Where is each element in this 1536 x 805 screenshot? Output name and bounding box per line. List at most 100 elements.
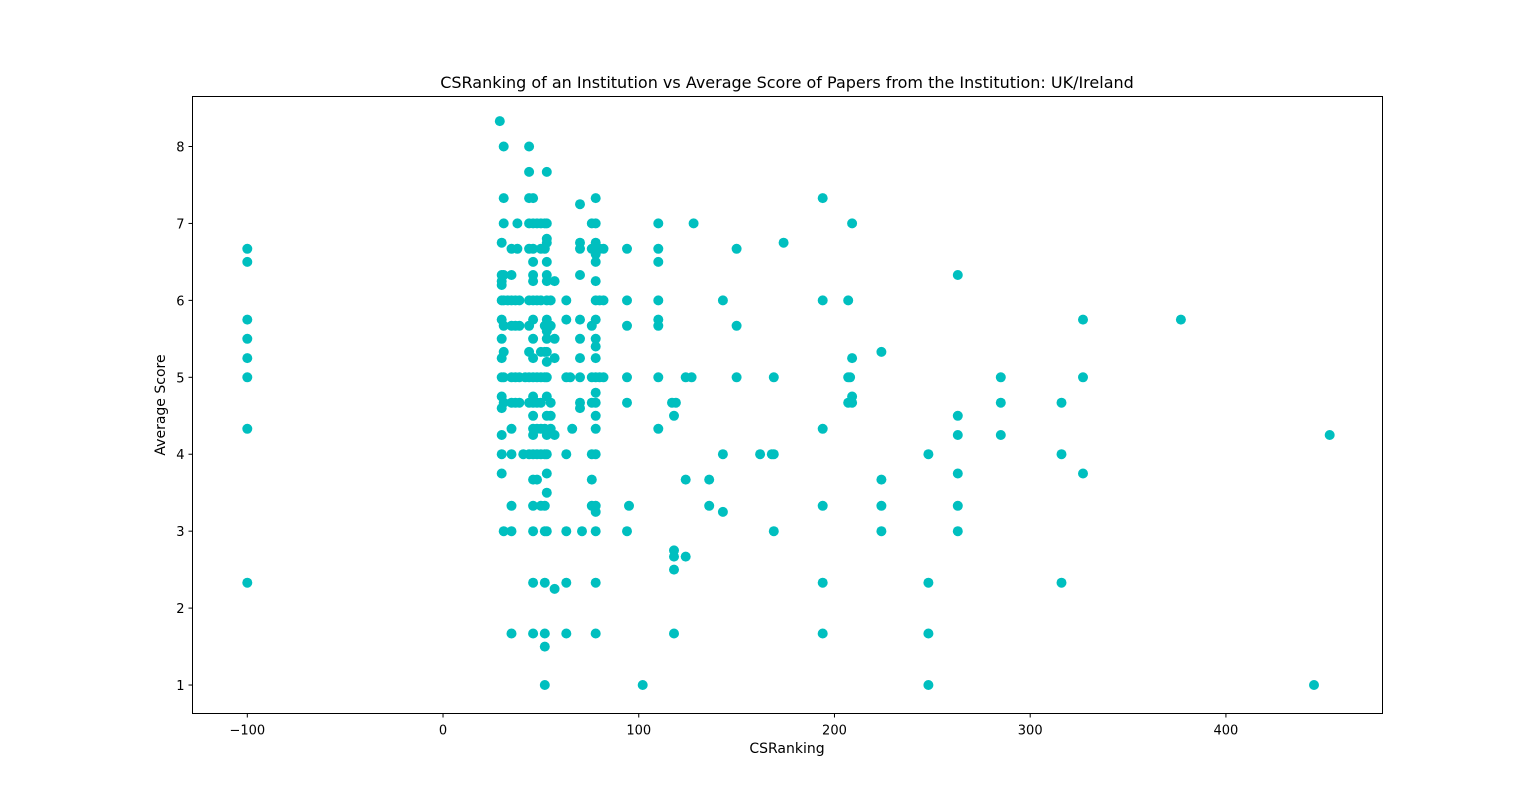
data-point — [622, 243, 632, 254]
data-point — [622, 295, 632, 306]
data-point — [817, 193, 828, 204]
data-point — [680, 551, 691, 562]
data-point — [704, 474, 715, 485]
data-point — [512, 218, 523, 229]
data-point — [688, 218, 699, 229]
data-point — [923, 628, 934, 639]
data-point — [590, 218, 601, 229]
y-tick-label: 4 — [176, 448, 184, 463]
data-point — [586, 474, 597, 485]
data-point — [653, 243, 664, 254]
data-point — [590, 314, 601, 325]
data-point — [541, 237, 552, 248]
data-point — [541, 166, 552, 177]
data-point — [952, 500, 963, 511]
data-point — [669, 551, 679, 562]
data-point — [545, 295, 556, 306]
data-point — [242, 423, 253, 434]
data-point — [845, 372, 856, 383]
x-tick-label: 400 — [1214, 724, 1239, 739]
data-point — [541, 487, 552, 498]
data-point — [669, 410, 679, 421]
data-point — [575, 270, 585, 280]
data-point — [242, 314, 253, 325]
data-point — [590, 577, 601, 588]
data-point — [590, 276, 601, 287]
data-point — [768, 449, 779, 460]
data-point — [506, 449, 517, 460]
data-point — [541, 276, 552, 287]
data-point — [817, 423, 828, 434]
x-tick-label: 300 — [1018, 724, 1043, 739]
data-point — [541, 372, 552, 383]
data-point — [498, 397, 509, 408]
data-point — [545, 397, 556, 408]
data-point — [670, 397, 681, 408]
data-point — [847, 218, 858, 229]
data-point — [541, 526, 552, 537]
data-point — [528, 628, 539, 639]
data-point — [528, 256, 539, 267]
data-point — [768, 526, 779, 537]
data-point — [622, 526, 632, 537]
data-point — [528, 333, 539, 344]
data-point — [528, 500, 539, 511]
data-point — [561, 295, 572, 306]
data-point — [575, 243, 585, 254]
data-point — [242, 243, 253, 254]
data-point — [731, 243, 742, 254]
x-axis-ticks: −100 0 100 200 300 400 — [229, 713, 1239, 739]
data-point — [549, 430, 560, 440]
data-point — [539, 628, 550, 639]
data-point — [541, 449, 552, 460]
data-point — [575, 403, 585, 414]
data-point — [1056, 449, 1067, 460]
data-point — [952, 270, 963, 280]
data-point — [498, 218, 509, 229]
data-point — [561, 314, 572, 325]
data-point — [567, 423, 578, 434]
data-point — [506, 423, 517, 434]
data-point — [717, 449, 728, 460]
y-tick-label: 2 — [176, 602, 184, 617]
data-point — [653, 218, 664, 229]
data-point — [541, 256, 552, 267]
data-point — [1056, 397, 1067, 408]
data-point — [622, 397, 632, 408]
data-point — [622, 320, 632, 331]
data-point — [561, 526, 572, 537]
data-point — [755, 449, 766, 460]
data-point — [549, 353, 560, 364]
data-point — [1078, 372, 1088, 383]
data-point — [590, 397, 601, 408]
data-point — [506, 628, 517, 639]
data-point — [242, 333, 253, 344]
y-tick-label: 8 — [176, 141, 184, 156]
data-point — [669, 628, 679, 639]
data-point — [575, 199, 585, 210]
data-point — [535, 397, 546, 408]
data-point — [952, 468, 963, 479]
data-point — [496, 280, 507, 290]
data-point — [653, 423, 664, 434]
data-point — [952, 410, 963, 421]
data-point — [653, 372, 664, 383]
data-point — [731, 320, 742, 331]
data-point — [549, 333, 560, 344]
data-point — [532, 474, 542, 485]
data-point — [847, 397, 858, 408]
data-point — [624, 500, 634, 511]
data-point — [498, 193, 509, 204]
data-point — [817, 577, 828, 588]
data-point — [590, 256, 601, 267]
data-point — [717, 506, 728, 517]
data-point — [242, 372, 253, 383]
data-point — [590, 333, 601, 344]
data-point — [923, 577, 934, 588]
data-point — [514, 397, 525, 408]
data-point — [541, 346, 552, 357]
data-point — [817, 500, 828, 511]
data-point — [528, 577, 539, 588]
data-point — [1056, 577, 1067, 588]
